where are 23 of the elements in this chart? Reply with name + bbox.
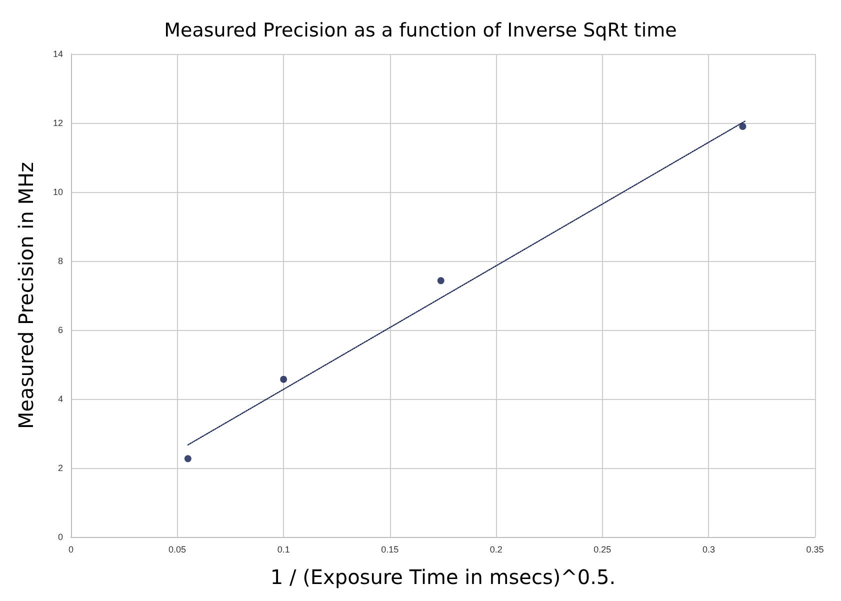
point <box>739 122 746 130</box>
x-tick-label: 0.15 <box>381 544 399 554</box>
chart-title: Measured Precision as a function of Inverse SqRt time <box>164 20 677 42</box>
x-tick-label: 0.1 <box>277 544 290 554</box>
x-tick-label: 0.35 <box>806 544 824 554</box>
x-tick-label: 0.05 <box>168 544 186 554</box>
point <box>280 376 288 383</box>
y-tick-label: 0 <box>58 532 63 542</box>
x-tick-label: 0.25 <box>594 544 612 554</box>
y-tick-label: 8 <box>58 256 63 266</box>
y-axis-title: Measured Precision in MHz <box>14 162 38 430</box>
point <box>437 277 444 284</box>
y-tick-label: 4 <box>58 394 63 404</box>
x-tick-label: 0 <box>68 544 74 554</box>
x-tick-label: 0.2 <box>490 544 502 554</box>
y-tick-label: 6 <box>58 325 63 335</box>
y-tick-label: 12 <box>52 118 63 128</box>
x-axis-title: 1 / (Exposure Time in msecs)^0.5. <box>270 565 616 589</box>
y-tick-label: 2 <box>58 463 63 473</box>
point <box>184 455 192 462</box>
x-tick-label: 0.3 <box>702 544 715 554</box>
y-tick-label: 14 <box>52 49 63 59</box>
y-tick-label: 10 <box>52 187 63 197</box>
